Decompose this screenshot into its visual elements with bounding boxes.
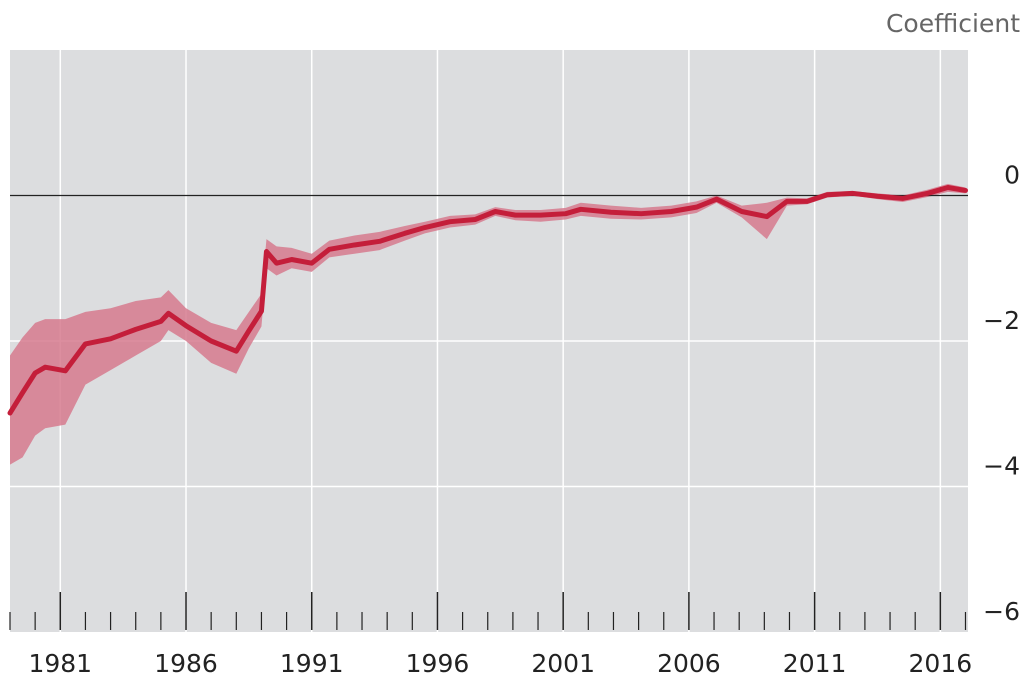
x-tick-label: 2001 <box>531 649 595 678</box>
y-tick-label: −4 <box>983 452 1020 481</box>
line <box>7 184 968 416</box>
x-tick-label: 2006 <box>657 649 721 678</box>
x-tick-label: 1981 <box>28 649 92 678</box>
x-tick-label: 2011 <box>783 649 847 678</box>
x-tick-label: 1986 <box>154 649 218 678</box>
confidence-band <box>10 183 966 465</box>
y-tick-label: −6 <box>983 597 1020 626</box>
y-axis-label: Coefficient <box>886 9 1020 38</box>
x-tick-label: 1991 <box>280 649 344 678</box>
y-tick-label: −2 <box>983 306 1020 335</box>
x-tick-label: 2016 <box>909 649 973 678</box>
y-tick-label: 0 <box>1004 161 1020 190</box>
x-tick-label: 1996 <box>406 649 470 678</box>
